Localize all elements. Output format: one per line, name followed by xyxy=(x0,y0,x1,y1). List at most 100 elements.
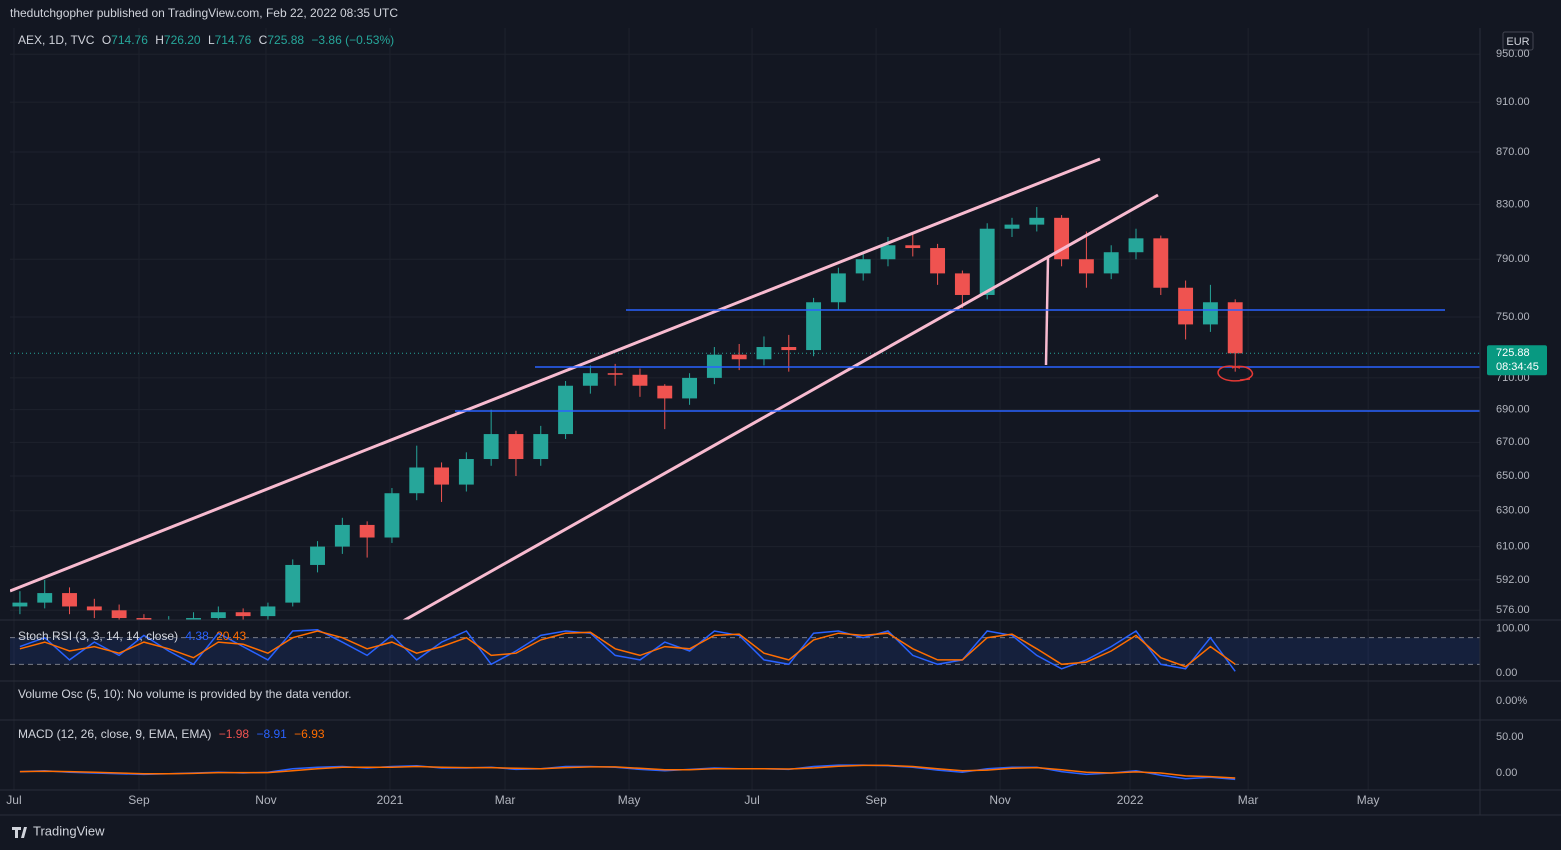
legend-value: 726.20 xyxy=(164,33,201,47)
y-tick-label: 576.00 xyxy=(1496,604,1530,616)
candle-body xyxy=(285,564,301,603)
candle-body xyxy=(310,546,325,565)
y-tick-label: 750.00 xyxy=(1496,311,1530,323)
price-pane xyxy=(10,207,1480,620)
candle-body xyxy=(781,347,797,351)
grid xyxy=(10,28,1480,790)
candle-body xyxy=(830,273,846,303)
x-tick-label: May xyxy=(618,793,641,807)
stoch-legend: Stoch RSI (3, 3, 14, 14, close) 4.38 20.… xyxy=(18,629,246,643)
last-price-box xyxy=(1487,345,1547,376)
y-tick-label: 592.00 xyxy=(1496,574,1530,586)
panes xyxy=(10,628,1480,781)
indicator-value: −6.93 xyxy=(294,727,325,741)
candle-body xyxy=(880,245,896,260)
legend-value: 725.88 xyxy=(267,33,304,47)
trend-line[interactable] xyxy=(10,157,1101,593)
candle-body xyxy=(632,374,648,386)
candle-body xyxy=(334,524,350,547)
candle-body xyxy=(905,245,921,249)
y-tick-label: 670.00 xyxy=(1496,436,1530,448)
candle-body xyxy=(582,373,598,386)
y-tick-label: 0.00 xyxy=(1496,767,1517,779)
y-tick-label: 950.00 xyxy=(1496,48,1530,60)
candle-body xyxy=(979,228,995,295)
candle-body xyxy=(954,273,970,295)
circle-annotation[interactable] xyxy=(1217,365,1254,382)
y-tick-label: 0.00 xyxy=(1496,667,1517,679)
y-tick-label: 50.00 xyxy=(1496,731,1524,743)
candle-body xyxy=(210,612,226,619)
y-tick-label: 630.00 xyxy=(1496,505,1530,517)
publisher-line: thedutchgopher published on TradingView.… xyxy=(10,6,398,20)
x-tick-label: May xyxy=(1357,793,1380,807)
candle-body xyxy=(458,459,474,485)
y-tick-label: 830.00 xyxy=(1496,198,1530,210)
candle-body xyxy=(806,302,822,351)
indicator-value: 20.43 xyxy=(216,629,246,643)
legend-key: O xyxy=(102,33,111,47)
countdown-label: 08:34:45 xyxy=(1496,361,1539,373)
x-tick-label: Jul xyxy=(744,793,759,807)
x-tick-label: 2021 xyxy=(377,793,404,807)
x-tick-label: Mar xyxy=(1238,793,1259,807)
currency: EUR xyxy=(1506,36,1529,48)
y-tick-label: 100.00 xyxy=(1496,623,1530,635)
candle-body xyxy=(607,373,623,375)
x-tick-label: Sep xyxy=(865,793,887,807)
candle-body xyxy=(86,606,102,611)
brand-logo[interactable]: TradingView xyxy=(12,823,105,838)
candle-body xyxy=(384,493,400,538)
candle-body xyxy=(359,524,375,538)
indicator-title: MACD (12, 26, close, 9, EMA, EMA) xyxy=(18,727,211,741)
candle-body xyxy=(1029,217,1045,225)
legend-key: H xyxy=(155,33,164,47)
indicator-value: −1.98 xyxy=(219,727,250,741)
indicator-pane xyxy=(10,628,1480,672)
symbol: AEX, 1D, TVC xyxy=(18,33,95,47)
legend-value: 714.76 xyxy=(215,33,252,47)
x-tick-label: Nov xyxy=(255,793,276,807)
y-tick-label: 650.00 xyxy=(1496,470,1530,482)
candle-body xyxy=(37,593,53,603)
y-tick-label: 790.00 xyxy=(1496,253,1530,265)
candle-body xyxy=(1178,287,1194,325)
brand-name: TradingView xyxy=(33,823,105,838)
candle-body xyxy=(1004,224,1020,229)
y-tick-label: 0.00% xyxy=(1496,695,1527,707)
candle-body xyxy=(855,259,871,274)
indicator-line xyxy=(19,628,1236,672)
indicator-title: Stoch RSI (3, 3, 14, 14, close) xyxy=(18,629,178,643)
y-tick-label: 610.00 xyxy=(1496,540,1530,552)
indicator-line xyxy=(19,764,1236,779)
drawings xyxy=(10,157,1480,621)
indicator-pane xyxy=(19,764,1236,781)
candle-body xyxy=(731,354,747,360)
macd-legend: MACD (12, 26, close, 9, EMA, EMA) −1.98 … xyxy=(18,727,325,741)
candle-body xyxy=(1128,238,1144,253)
candle-body xyxy=(657,385,673,399)
currency-box[interactable] xyxy=(1502,31,1534,51)
y-tick-label: 910.00 xyxy=(1496,96,1530,108)
candle-body xyxy=(1202,302,1218,325)
candle-body xyxy=(235,612,251,617)
symbol-legend: AEX, 1D, TVC O714.76 H726.20 L714.76 C72… xyxy=(18,33,394,47)
trend-line[interactable] xyxy=(1044,257,1050,366)
y-tick-label: 690.00 xyxy=(1496,404,1530,416)
candle-body xyxy=(483,434,499,460)
indicator-value: 4.38 xyxy=(185,629,209,643)
candle-body xyxy=(434,467,449,485)
x-tick-label: Jul xyxy=(6,793,21,807)
candle-body xyxy=(1227,302,1243,354)
candle-body xyxy=(62,593,77,607)
candle-body xyxy=(682,377,698,399)
candle-body xyxy=(260,606,276,617)
x-tick-label: Sep xyxy=(128,793,150,807)
logo-icon xyxy=(12,827,27,838)
x-tick-label: Nov xyxy=(989,793,1010,807)
candle-body xyxy=(756,347,772,360)
candle-body xyxy=(508,434,524,460)
trend-line[interactable] xyxy=(402,193,1159,621)
legend-key: C xyxy=(259,33,268,47)
